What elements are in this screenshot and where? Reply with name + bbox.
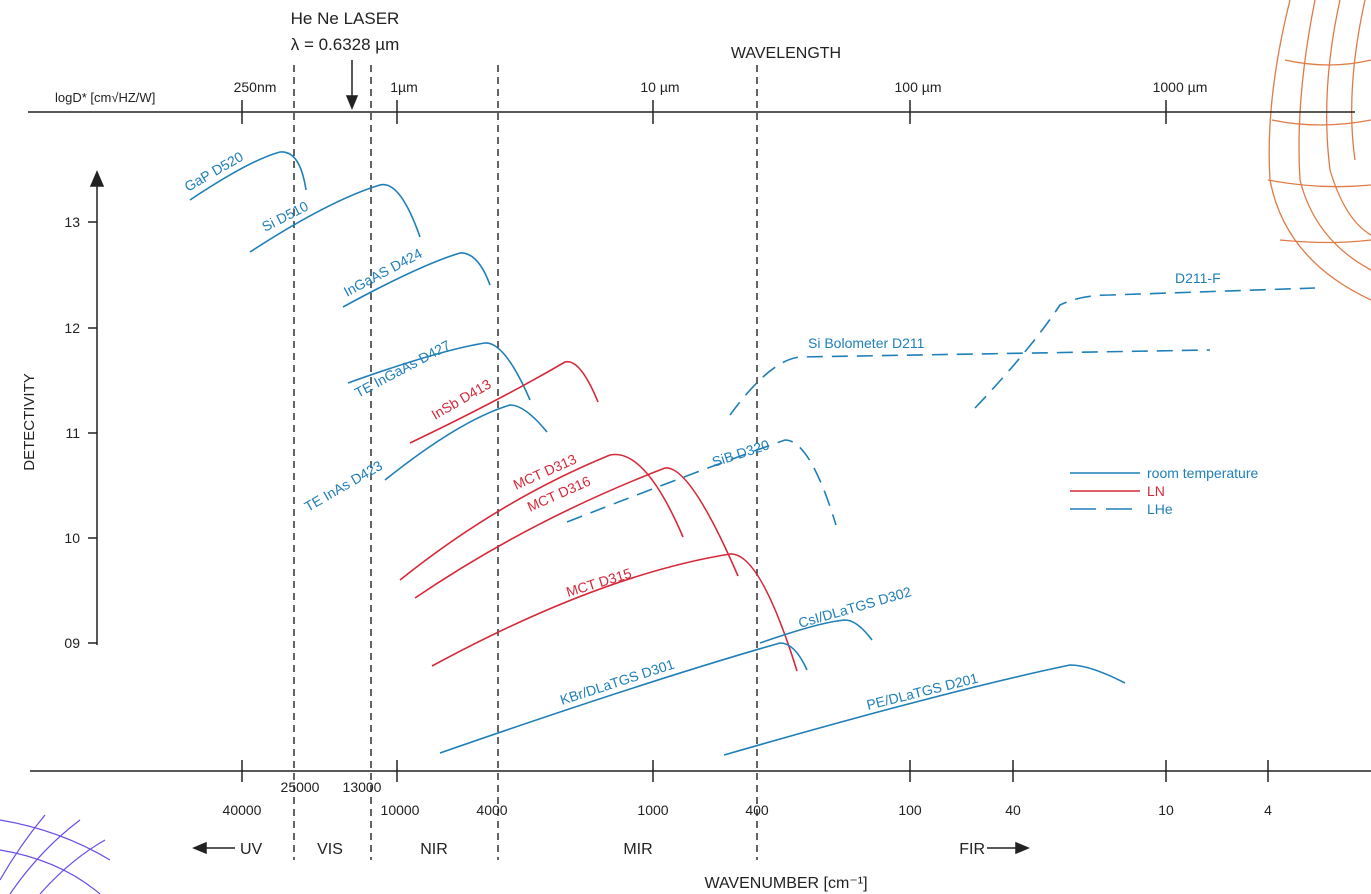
top-tick-label: 250nm — [234, 79, 277, 95]
wavelength-title: WAVELENGTH — [731, 45, 841, 62]
laser-wavelength: λ = 0.6328 µm — [291, 35, 400, 54]
curve — [189, 151, 307, 201]
y-tick-label: 13 — [64, 214, 80, 230]
top-tick-label: 1µm — [390, 79, 418, 95]
curve — [399, 453, 684, 581]
bottom-tick-label: 4000 — [476, 802, 507, 818]
region-arrows — [192, 841, 1030, 855]
bottom-tick-label: 10 — [1158, 802, 1174, 818]
top-ticks — [241, 100, 1167, 124]
laser-title: He Ne LASER — [291, 9, 400, 28]
curve-label: TE InGaAs D427 — [352, 337, 453, 401]
curve — [342, 252, 491, 308]
top-tick-label: 1000 µm — [1153, 79, 1208, 95]
curve-label: Si D510 — [259, 198, 311, 235]
bottom-ticks — [241, 760, 1269, 782]
bottom-tick-label: 25000 — [281, 779, 320, 795]
decor-mesh — [1267, 0, 1371, 301]
y-tick-label: 11 — [65, 425, 80, 441]
bottom-tick-label: 40 — [1005, 802, 1021, 818]
curve — [723, 664, 1126, 756]
curve — [347, 342, 531, 401]
curve-label: Si Bolometer D211 — [808, 335, 925, 351]
top-tick-label: 10 µm — [640, 79, 679, 95]
legend-label: LHe — [1147, 501, 1173, 517]
curve — [431, 553, 798, 672]
y-title: DETECTIVITY — [21, 373, 38, 471]
region-label: FIR — [959, 841, 985, 858]
region-label: MIR — [623, 841, 652, 858]
curve-label: KBr/DLaTGS D301 — [558, 656, 676, 708]
bottom-tick-label: 100 — [898, 802, 922, 818]
curve — [414, 467, 739, 599]
curve-label: TE InAs D423 — [302, 457, 386, 515]
region-label: NIR — [420, 841, 448, 858]
bottom-tick-label: 13000 — [343, 779, 382, 795]
curve — [974, 287, 1316, 409]
top-tick-label: 100 µm — [895, 79, 942, 95]
curve — [384, 404, 548, 481]
curve — [249, 183, 421, 253]
unit-label: logD* [cm√HZ/W] — [55, 90, 155, 105]
curve — [439, 642, 808, 754]
curve — [759, 619, 873, 644]
y-tick-label: 12 — [64, 320, 80, 336]
legend-label: LN — [1147, 483, 1165, 499]
curve-label: MCT D315 — [564, 565, 633, 600]
bottom-tick-label: 400 — [745, 802, 769, 818]
region-label: VIS — [317, 841, 343, 858]
curve — [409, 360, 599, 444]
x-title: WAVENUMBER [cm⁻¹] — [704, 875, 867, 892]
curve-label: PE/DLaTGS D201 — [865, 670, 980, 713]
region-label: UV — [240, 841, 263, 858]
laser-arrow — [345, 60, 359, 110]
y-axis — [88, 170, 105, 645]
curve-label: SiB D320 — [710, 436, 771, 470]
decor-mesh-2 — [0, 814, 111, 894]
curve — [566, 439, 837, 526]
bottom-tick-label: 1000 — [637, 802, 668, 818]
bottom-tick-label: 10000 — [381, 802, 420, 818]
curve-label: D211-F — [1175, 270, 1221, 286]
bottom-tick-label: 40000 — [223, 802, 262, 818]
y-tick-label: 10 — [64, 530, 80, 546]
curve — [729, 349, 1211, 416]
bottom-tick-label: 4 — [1264, 802, 1272, 818]
y-tick-label: 09 — [64, 635, 80, 651]
region-dividers — [293, 65, 758, 860]
legend-label: room temperature — [1147, 465, 1258, 481]
